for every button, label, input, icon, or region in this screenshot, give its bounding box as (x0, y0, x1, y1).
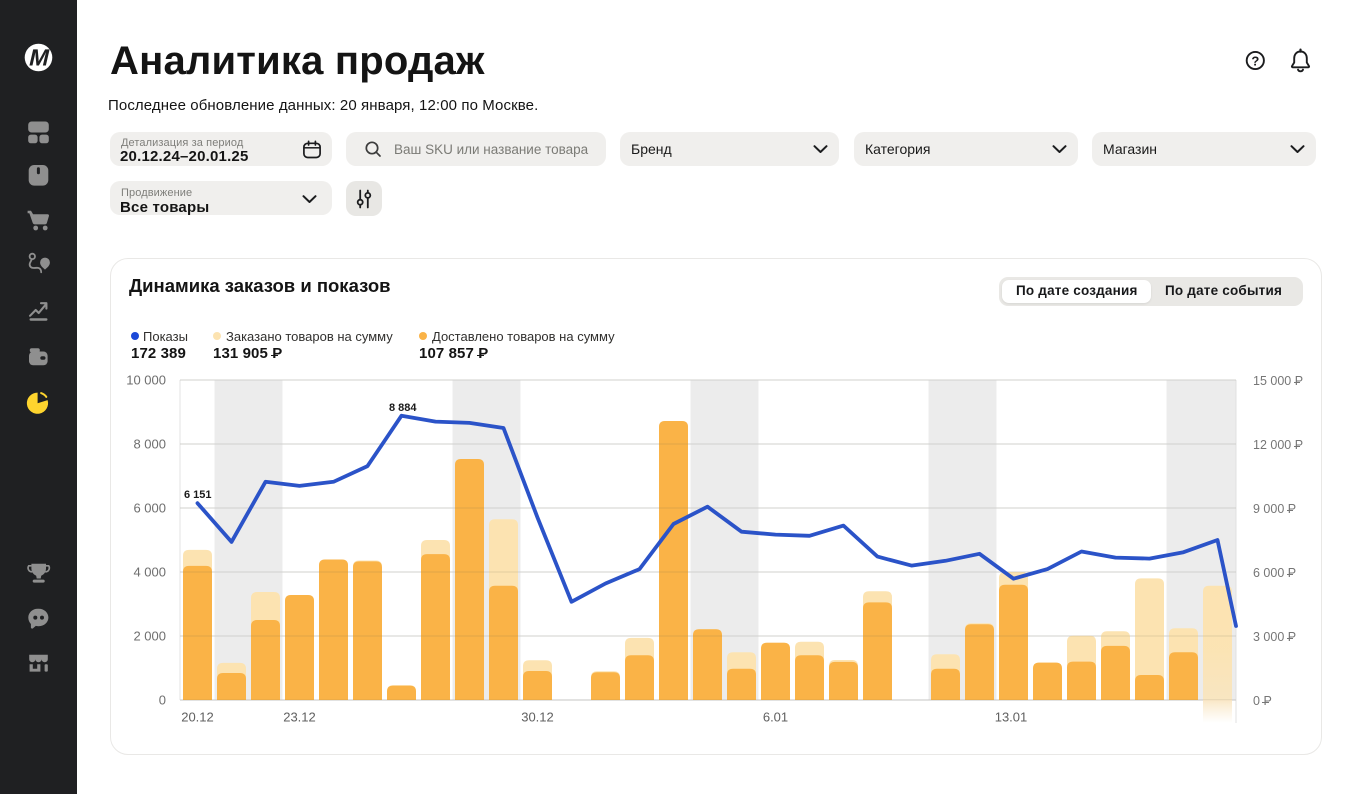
svg-text:30.12: 30.12 (521, 710, 554, 725)
svg-text:8 884: 8 884 (389, 402, 417, 414)
svg-text:4 000: 4 000 (133, 565, 166, 580)
svg-text:?: ? (1251, 53, 1259, 68)
svg-text:0: 0 (159, 693, 166, 708)
svg-text:23.12: 23.12 (283, 710, 316, 725)
svg-text:10 000: 10 000 (126, 373, 166, 388)
svg-text:2 000: 2 000 (133, 629, 166, 644)
svg-text:13.01: 13.01 (995, 710, 1028, 725)
svg-text:6 151: 6 151 (184, 489, 212, 501)
svg-text:20.12: 20.12 (181, 710, 214, 725)
svg-text:8 000: 8 000 (133, 437, 166, 452)
svg-text:6.01: 6.01 (763, 710, 788, 725)
svg-text:6 000: 6 000 (133, 501, 166, 516)
